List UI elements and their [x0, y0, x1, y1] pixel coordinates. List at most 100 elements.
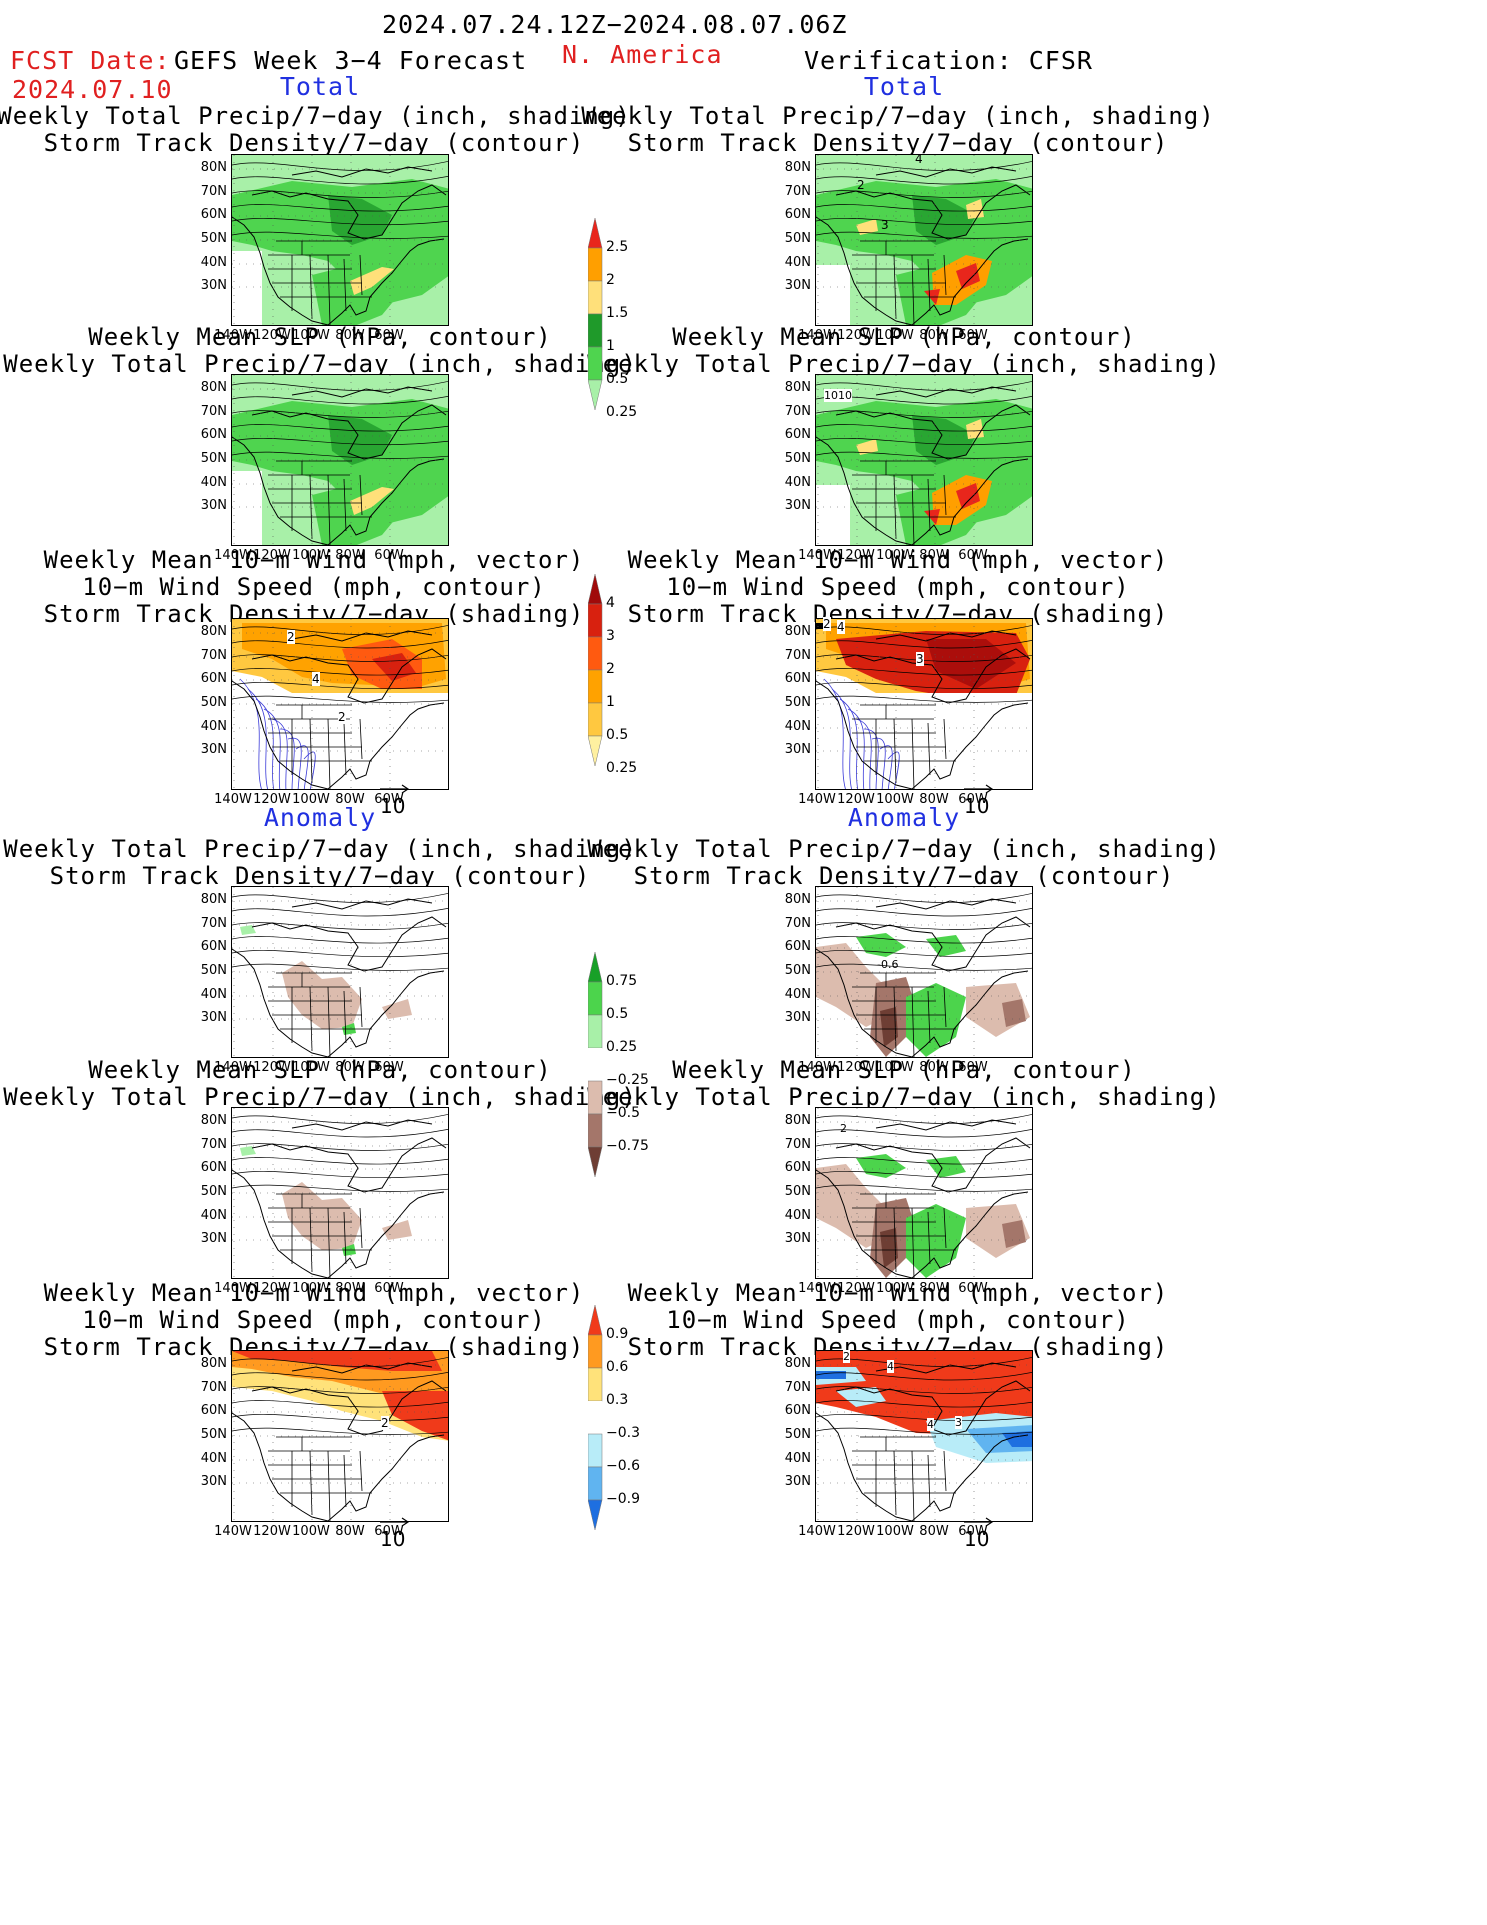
- colorbar-swatch: [587, 702, 603, 737]
- lon-tick-label: 120W: [253, 1060, 291, 1075]
- lon-tick-label: 100W: [876, 1281, 914, 1296]
- colorbar-label: 2.5: [606, 239, 629, 255]
- map-plot: [232, 1351, 448, 1521]
- lon-tick-label: 140W: [798, 1524, 836, 1539]
- lat-tick-label: 30N: [200, 1474, 227, 1489]
- lat-tick-label: 40N: [784, 719, 811, 734]
- colorbar-label: 2: [606, 272, 615, 288]
- colorbar-label: 0.25: [606, 760, 638, 776]
- colorbar-label: 0.9: [606, 1326, 629, 1342]
- lon-tick-label: 100W: [876, 1060, 914, 1075]
- lat-tick-label: 70N: [784, 1380, 811, 1395]
- lat-tick-label: 70N: [784, 916, 811, 931]
- lon-tick-label: 100W: [876, 1524, 914, 1539]
- panel-title-obs-anom-slp-precip: Weekly Mean SLP (hPa, contour) Weekly To…: [554, 1057, 1254, 1111]
- lon-tick-label: 60W: [958, 1524, 988, 1539]
- colorbar-label: −0.6: [606, 1458, 640, 1474]
- map-obs-anom-slp: [815, 1107, 1033, 1279]
- vector-reference: 10: [380, 784, 410, 818]
- lon-tick-label: 140W: [798, 1281, 836, 1296]
- colorbar-swatch: [587, 603, 603, 638]
- colorbar-label: 0.25: [606, 1039, 638, 1055]
- lat-tick-label: 40N: [784, 987, 811, 1002]
- colorbar-label: 0.25: [606, 404, 638, 420]
- colorbar-precip-anom: 0.75 0.5 0.25 −0.25 −0.5 −0.75: [587, 951, 649, 1185]
- lon-tick-label: 140W: [798, 1060, 836, 1075]
- lon-tick-label: 140W: [214, 328, 252, 343]
- colorbar-graphic: [587, 217, 603, 411]
- colorbar-label: 0.3: [606, 1392, 629, 1408]
- colorbar-swatch: [587, 1466, 603, 1501]
- lat-tick-label: 60N: [200, 1160, 227, 1175]
- lat-tick-label: 40N: [200, 1451, 227, 1466]
- lat-tick-label: 80N: [784, 892, 811, 907]
- map-plot: [816, 1108, 1032, 1278]
- colorbar-swatch: [587, 1367, 603, 1402]
- map-plot: [232, 155, 448, 325]
- lon-tick-label: 120W: [253, 1524, 291, 1539]
- lon-tick-label: 100W: [292, 1060, 330, 1075]
- lon-tick-label: 60W: [958, 792, 988, 807]
- lon-tick-label: 120W: [253, 328, 291, 343]
- lat-tick-label: 40N: [200, 475, 227, 490]
- lon-tick-label: 120W: [253, 1281, 291, 1296]
- title-line: Storm Track Density/7−day (contour): [627, 129, 1169, 157]
- lat-tick-label: 40N: [784, 1451, 811, 1466]
- map-plot: [232, 1108, 448, 1278]
- colorbar-label: 2: [606, 661, 615, 677]
- lon-tick-label: 100W: [876, 792, 914, 807]
- lat-tick-label: 30N: [200, 278, 227, 293]
- lat-tick-label: 60N: [784, 671, 811, 686]
- colorbar-swatch: [587, 313, 603, 348]
- lon-tick-label: 80W: [335, 792, 365, 807]
- lat-tick-label: 50N: [784, 1427, 811, 1442]
- lon-tick-label: 140W: [214, 792, 252, 807]
- map-obs-anom-wind: [815, 1350, 1033, 1522]
- lon-tick-label: 80W: [335, 1281, 365, 1296]
- panel-title-obs-wind: Weekly Mean 10−m Wind (mph, vector) 10−m…: [548, 547, 1248, 628]
- lat-tick-label: 60N: [200, 1403, 227, 1418]
- title-line: Storm Track Density/7−day (contour): [43, 129, 585, 157]
- lat-tick-label: 50N: [200, 963, 227, 978]
- lat-tick-label: 60N: [784, 1403, 811, 1418]
- lat-tick-label: 80N: [784, 380, 811, 395]
- lon-tick-label: 100W: [292, 548, 330, 563]
- colorbar-swatch: [587, 1433, 603, 1468]
- title-line: Weekly Mean SLP (hPa, contour): [88, 1056, 552, 1084]
- colorbar-swatch: [587, 636, 603, 671]
- date-range-title: 2024.07.24.12Z−2024.08.07.06Z: [382, 10, 848, 39]
- colorbar-label: 1.5: [606, 305, 629, 321]
- panel-title-fcst-slp-precip: Weekly Mean SLP (hPa, contour) Weekly To…: [0, 324, 670, 378]
- lat-tick-label: 60N: [200, 427, 227, 442]
- lon-tick-label: 80W: [919, 792, 949, 807]
- colorbar-swatch: [587, 735, 603, 767]
- lon-tick-label: 80W: [335, 1524, 365, 1539]
- verification-title: Verification: CFSR: [804, 46, 1093, 75]
- lon-tick-label: 140W: [798, 792, 836, 807]
- panel-title-fcst-anom-slp-precip: Weekly Mean SLP (hPa, contour) Weekly To…: [0, 1057, 670, 1111]
- colorbar-swatch: [587, 1146, 603, 1178]
- lon-tick-label: 100W: [292, 328, 330, 343]
- lon-tick-label: 80W: [335, 328, 365, 343]
- lon-tick-label: 120W: [837, 792, 875, 807]
- contour-label: 4: [887, 1360, 894, 1373]
- contour-label: 2: [823, 617, 831, 631]
- lat-tick-label: 50N: [784, 451, 811, 466]
- lon-tick-label: 120W: [837, 548, 875, 563]
- region-title: N. America: [562, 40, 723, 69]
- colorbar-label: 0.6: [606, 1359, 629, 1375]
- section-anomaly-right: Anomaly: [847, 803, 961, 832]
- lat-tick-label: 80N: [200, 380, 227, 395]
- lon-tick-label: 80W: [919, 548, 949, 563]
- lon-tick-label: 140W: [798, 548, 836, 563]
- arrow-right-icon: [964, 1517, 994, 1527]
- colorbar-label: 4: [606, 595, 615, 611]
- contour-label: 2: [843, 1350, 850, 1363]
- vector-reference-value: 10: [964, 794, 990, 818]
- lon-tick-label: 100W: [292, 1281, 330, 1296]
- section-anomaly-left: Anomaly: [263, 803, 377, 832]
- panel-title-obs-slp-precip: Weekly Mean SLP (hPa, contour) Weekly To…: [554, 324, 1254, 378]
- lat-tick-label: 50N: [784, 695, 811, 710]
- colorbar-label: −0.75: [606, 1138, 649, 1154]
- map-obs-precip-storm: [815, 154, 1033, 326]
